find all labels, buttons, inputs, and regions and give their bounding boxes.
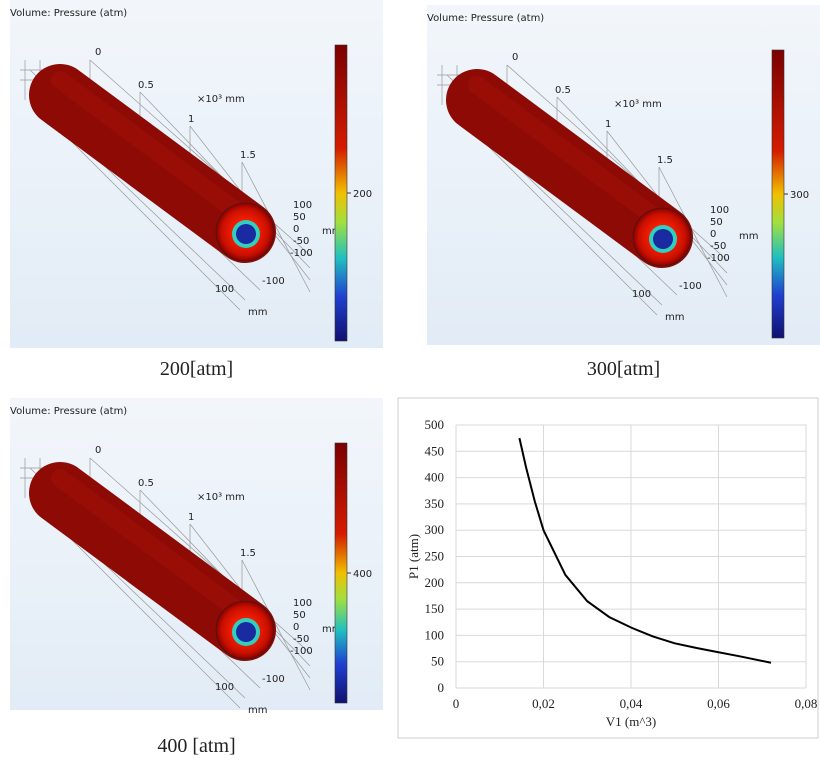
inner-core	[236, 622, 256, 642]
wireframe-line	[241, 161, 311, 293]
axis-text: ×10³ mm	[197, 492, 245, 503]
colorbar-tick-label: 200	[353, 189, 372, 200]
axis-text: ×10³ mm	[197, 94, 245, 105]
y-tick-label: 400	[425, 470, 445, 485]
axis-text: 0.5	[138, 80, 154, 91]
axis-text: 100	[632, 289, 651, 300]
y-tick-label: 450	[425, 443, 445, 458]
axis-text: 0	[512, 52, 518, 63]
axis-text: mm	[248, 705, 267, 716]
wireframe-line	[49, 517, 241, 709]
axis-text: mm	[665, 312, 684, 323]
axis-text: -100	[679, 281, 702, 292]
y-tick-label: 200	[425, 575, 445, 590]
axis-text: ×10³ mm	[614, 99, 662, 110]
colorbar-tick-label: 400	[353, 569, 372, 580]
cylinder-shade	[51, 469, 244, 617]
axis-text: 100	[710, 205, 729, 216]
panel-caption: 400 [atm]	[157, 735, 235, 757]
x-tick-label: 0,02	[532, 696, 555, 711]
axis-text: 0	[293, 224, 299, 235]
axis-text: mm	[322, 624, 341, 635]
axis-text: mm	[322, 226, 341, 237]
axis-text: 0	[95, 47, 101, 58]
axis-text: 0	[710, 229, 716, 240]
y-tick-label: 350	[425, 496, 445, 511]
y-tick-label: 0	[438, 680, 445, 695]
x-tick-label: 0,04	[620, 696, 643, 711]
axis-text: 1.5	[657, 155, 673, 166]
panel-title: Volume: Pressure (atm)	[10, 8, 127, 19]
cylinder-body	[446, 69, 693, 268]
wireframe-line	[466, 124, 658, 316]
axis-text: mm	[739, 231, 758, 242]
cylinder-body	[29, 64, 276, 263]
simulation-panel: Volume: Pressure (atm) 0 0.5 ×10³ mm1 1.5 100…	[427, 5, 820, 345]
y-tick-label: 150	[425, 601, 445, 616]
axis-text: -50	[710, 241, 726, 252]
wireframe-line	[49, 119, 241, 311]
axis-text: 50	[293, 212, 306, 223]
panel-background	[10, 398, 383, 710]
axis-text: 1.5	[240, 150, 256, 161]
cylinder-shade	[468, 76, 661, 224]
colorbar	[334, 442, 348, 704]
cylinder-shade	[51, 71, 244, 219]
axis-text: 1.5	[240, 548, 256, 559]
axis-text: 0	[293, 622, 299, 633]
y-tick-label: 300	[425, 522, 445, 537]
chart-frame	[397, 397, 819, 739]
colorbar	[771, 49, 785, 339]
axis-text: mm	[248, 307, 267, 318]
x-tick-label: 0,06	[707, 696, 730, 711]
panel-caption: 200[atm]	[160, 358, 233, 380]
axis-text: 100	[215, 682, 234, 693]
colorbar	[334, 44, 348, 342]
axis-text: -100	[262, 276, 285, 287]
axis-text: 50	[710, 217, 723, 228]
axis-text: 1	[188, 512, 194, 523]
wireframe-line	[241, 559, 311, 691]
y-tick-label: 250	[425, 549, 445, 564]
data-line	[518, 437, 772, 664]
inner-core	[653, 229, 673, 249]
simulation-panel: Volume: Pressure (atm) 0 0.5 ×10³ mm1 1.5 100…	[10, 0, 383, 348]
wireframe-line	[658, 166, 728, 298]
inner-core	[236, 224, 256, 244]
axis-text: 100	[293, 598, 312, 609]
axis-text: 50	[293, 610, 306, 621]
y-tick-label: 500	[425, 417, 445, 432]
axis-text: 100	[215, 284, 234, 295]
axis-text: -100	[290, 248, 313, 259]
axis-text: 0.5	[555, 85, 571, 96]
axis-text: 0	[95, 445, 101, 456]
x-tick-label: 0,08	[795, 696, 818, 711]
panel-title: Volume: Pressure (atm)	[427, 13, 544, 24]
colorbar-tick-label: 300	[790, 190, 809, 201]
axis-text: -50	[293, 634, 309, 645]
cylinder-body	[29, 462, 276, 661]
panel-caption: 300[atm]	[587, 358, 660, 380]
axis-text: -100	[707, 253, 730, 264]
simulation-panel: Volume: Pressure (atm) 0 0.5 ×10³ mm1 1.5 100…	[10, 398, 383, 716]
x-axis-label: V1 (m^3)	[606, 714, 657, 729]
axis-text: 0.5	[138, 478, 154, 489]
axis-text: -100	[262, 674, 285, 685]
axis-text: 1	[188, 114, 194, 125]
x-tick-label: 0	[453, 696, 460, 711]
y-tick-label: 100	[425, 627, 445, 642]
panel-title: Volume: Pressure (atm)	[10, 406, 127, 417]
axis-text: 1	[605, 119, 611, 130]
axis-text: -50	[293, 236, 309, 247]
y-axis-label: P1 (atm)	[406, 534, 421, 579]
axis-text: -100	[290, 646, 313, 657]
y-tick-label: 50	[431, 654, 444, 669]
axis-text: 100	[293, 200, 312, 211]
